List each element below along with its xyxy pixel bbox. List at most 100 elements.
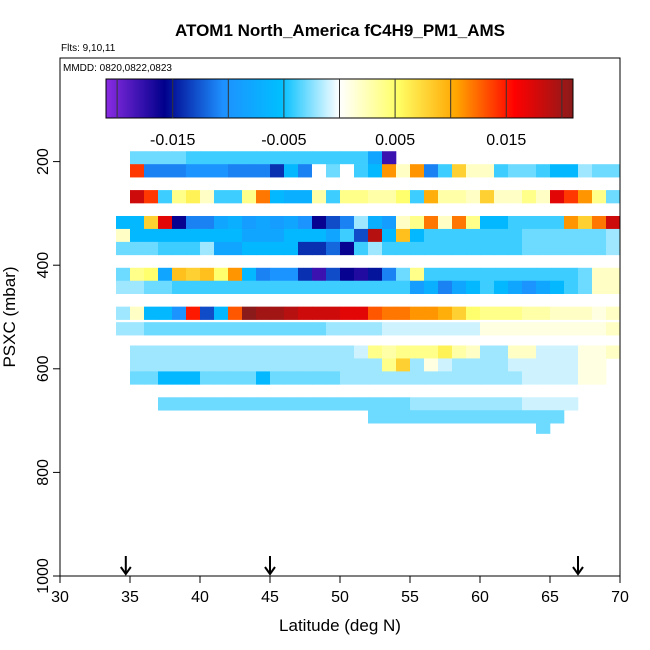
heatmap-cell — [368, 228, 383, 243]
heatmap-cell — [508, 241, 523, 256]
heatmap-cell — [172, 190, 187, 204]
heatmap-cell — [158, 267, 173, 282]
heatmap-cell — [592, 228, 607, 243]
heatmap-cell — [494, 164, 509, 178]
heatmap-cell — [284, 151, 299, 165]
heatmap-cell — [312, 190, 327, 204]
heatmap-cell — [480, 164, 495, 178]
heatmap-cell — [354, 358, 369, 372]
heatmap-cell — [550, 345, 565, 359]
colorbar-ticks — [116, 79, 563, 118]
heatmap-cell — [270, 164, 285, 178]
heatmap-cell — [298, 306, 313, 320]
heatmap-cell — [144, 322, 159, 336]
heatmap-cell — [452, 228, 467, 243]
heatmap-cell — [550, 410, 565, 424]
heatmap-cell — [354, 371, 369, 385]
heatmap-cell — [214, 322, 229, 336]
heatmap-cell — [326, 345, 341, 359]
heatmap-cell — [228, 322, 243, 336]
heatmap-cell — [172, 241, 187, 256]
heatmap-cell — [550, 358, 565, 372]
heatmap-cell — [214, 151, 229, 165]
heatmap-cell — [214, 280, 229, 294]
heatmap-cell — [592, 267, 607, 282]
heatmap-cell — [186, 358, 201, 372]
heatmap-cell — [298, 358, 313, 372]
heatmap-cell — [522, 280, 537, 294]
heatmap-cell — [144, 267, 159, 282]
heatmap-cell — [130, 215, 145, 230]
heatmap-cell — [270, 215, 285, 230]
heatmap-cell — [298, 151, 313, 165]
heatmap-cell — [270, 190, 285, 204]
heatmap-cell — [368, 345, 383, 359]
heatmap-cell — [466, 397, 481, 411]
heatmap-cell — [382, 397, 397, 411]
x-tick-label: 55 — [401, 589, 419, 606]
heatmap-cell — [494, 410, 509, 424]
heatmap-cell — [606, 228, 621, 243]
heatmap-cell — [452, 306, 467, 320]
heatmap-cell — [270, 345, 285, 359]
heatmap-cell — [424, 397, 439, 411]
y-tick-label: 600 — [35, 355, 52, 382]
heatmap-cell — [438, 228, 453, 243]
heatmap-cell — [340, 358, 355, 372]
heatmap-cell — [424, 280, 439, 294]
colorbar-label: 0.005 — [375, 132, 415, 149]
heatmap-cell — [452, 164, 467, 178]
heatmap-cell — [256, 358, 271, 372]
heatmap-cell — [158, 358, 173, 372]
heatmap-cell — [578, 228, 593, 243]
heatmap-cell — [144, 371, 159, 385]
heatmap-cell — [424, 190, 439, 204]
heatmap-cell — [410, 215, 425, 230]
heatmap-cell — [368, 280, 383, 294]
heatmap-cell — [340, 151, 355, 165]
heatmap-cell — [200, 151, 215, 165]
heatmap-cell — [298, 190, 313, 204]
heatmap-cell — [536, 241, 551, 256]
heatmap-cell — [452, 410, 467, 424]
heatmap-cell — [172, 306, 187, 320]
heatmap-cell — [480, 215, 495, 230]
down-arrow-icon — [264, 556, 276, 576]
heatmap-cell — [270, 241, 285, 256]
heatmap-cell — [606, 306, 621, 320]
heatmap-cell — [186, 190, 201, 204]
heatmap-cell — [438, 190, 453, 204]
heatmap-cell — [536, 410, 551, 424]
heatmap-cell — [172, 358, 187, 372]
heatmap-cell — [466, 358, 481, 372]
heatmap-cell — [242, 345, 257, 359]
heatmap-cell — [256, 151, 271, 165]
heatmap-cell — [410, 306, 425, 320]
heatmap-cell — [494, 397, 509, 411]
heatmap-cell — [158, 306, 173, 320]
heatmap-cell — [200, 190, 215, 204]
heatmap-cell — [172, 345, 187, 359]
heatmap-cell — [270, 371, 285, 385]
heatmap-cell — [312, 215, 327, 230]
heatmap-cell — [550, 322, 565, 336]
heatmap-cell — [536, 397, 551, 411]
heatmap-cell — [508, 397, 523, 411]
down-arrow-icon — [119, 556, 132, 576]
heatmap-cell — [298, 322, 313, 336]
heatmap-cell — [368, 190, 383, 204]
heatmap-cell — [354, 151, 369, 165]
colorbar-label: 0.015 — [486, 132, 526, 149]
heatmap-cell — [480, 267, 495, 282]
heatmap-cell — [340, 215, 355, 230]
y-tick-label: 400 — [35, 252, 52, 279]
heatmap-cell — [144, 358, 159, 372]
heatmap-cell — [396, 215, 411, 230]
heatmap-cell — [494, 371, 509, 385]
heatmap-cell — [382, 306, 397, 320]
heatmap-cell — [242, 280, 257, 294]
heatmap-cell — [452, 358, 467, 372]
heatmap-cell — [158, 190, 173, 204]
heatmap-cell — [508, 164, 523, 178]
heatmap-cell — [508, 345, 523, 359]
